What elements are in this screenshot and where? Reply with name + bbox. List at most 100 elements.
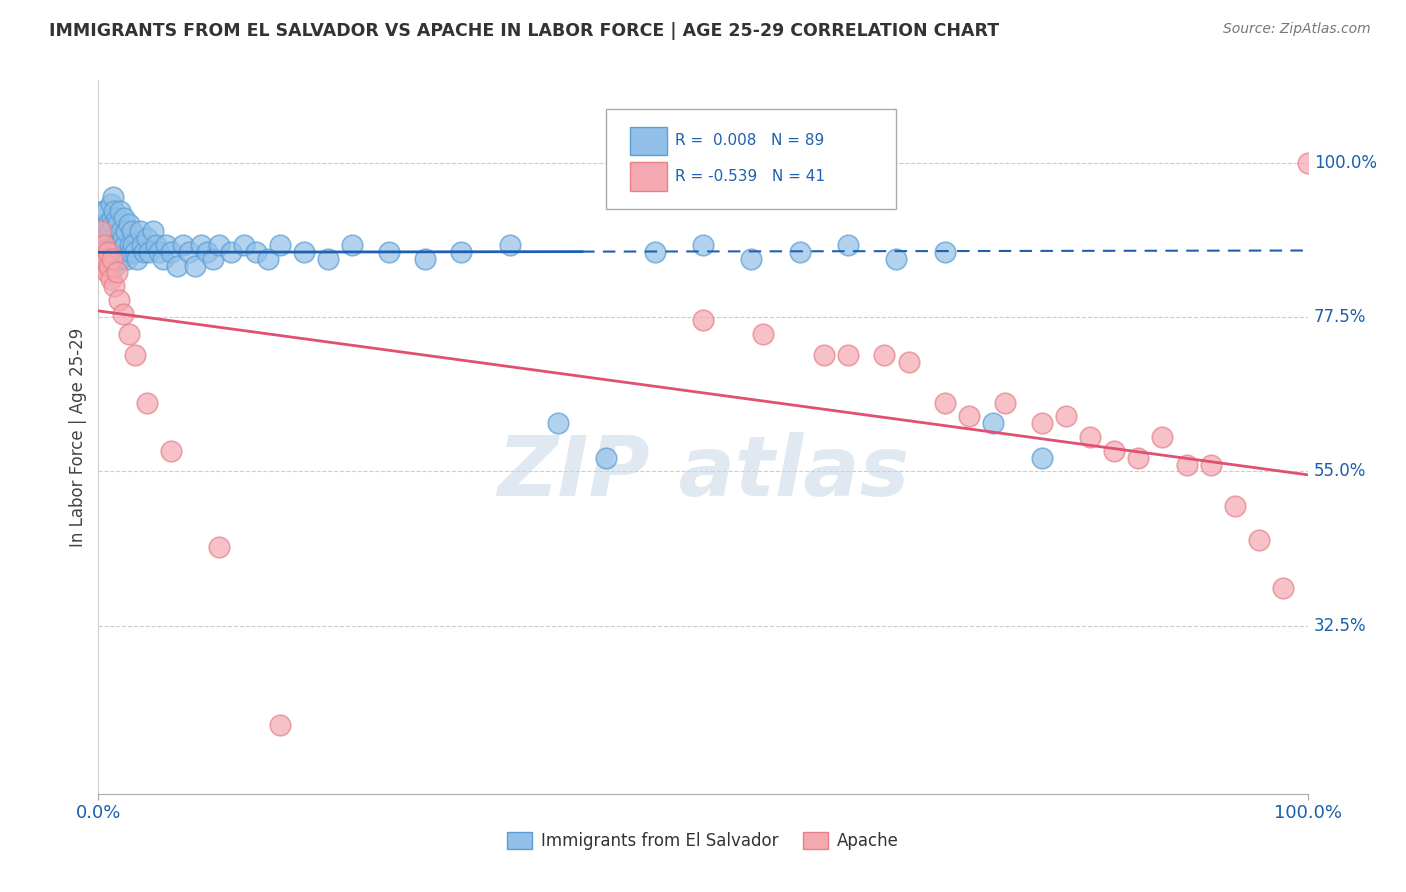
- Point: [957, 409, 980, 424]
- Point: [179, 244, 201, 259]
- Point: [269, 238, 291, 252]
- Point: [184, 259, 207, 273]
- Point: [100, 196, 122, 211]
- Point: [752, 327, 775, 342]
- Point: [813, 348, 835, 362]
- Point: [994, 396, 1017, 410]
- Point: [90, 238, 112, 252]
- Point: [245, 244, 267, 259]
- Point: [108, 238, 131, 252]
- Point: [316, 252, 339, 266]
- Point: [377, 244, 399, 259]
- Point: [692, 238, 714, 252]
- Point: [91, 203, 114, 218]
- Point: [101, 218, 124, 232]
- Text: Source: ZipAtlas.com: Source: ZipAtlas.com: [1223, 22, 1371, 37]
- Point: [90, 224, 112, 238]
- Bar: [630, 162, 666, 191]
- Point: [115, 224, 138, 238]
- Point: [104, 231, 127, 245]
- Point: [1128, 450, 1150, 465]
- Point: [121, 224, 143, 238]
- Point: [124, 348, 146, 362]
- Point: [202, 252, 225, 266]
- Point: [111, 307, 134, 321]
- Point: [1223, 499, 1246, 513]
- Point: [108, 203, 131, 218]
- Text: 77.5%: 77.5%: [1313, 308, 1367, 326]
- Point: [93, 218, 115, 232]
- Text: IMMIGRANTS FROM EL SALVADOR VS APACHE IN LABOR FORCE | AGE 25-29 CORRELATION CHA: IMMIGRANTS FROM EL SALVADOR VS APACHE IN…: [49, 22, 1000, 40]
- Point: [98, 224, 121, 238]
- Point: [94, 252, 117, 266]
- Point: [547, 417, 569, 431]
- Point: [101, 190, 124, 204]
- Point: [595, 450, 617, 465]
- Point: [127, 252, 149, 266]
- Point: [120, 244, 142, 259]
- Text: 55.0%: 55.0%: [1313, 462, 1367, 481]
- FancyBboxPatch shape: [606, 109, 897, 209]
- Point: [97, 244, 120, 259]
- Point: [195, 244, 218, 259]
- Point: [789, 244, 811, 259]
- Point: [1102, 443, 1125, 458]
- Point: [131, 238, 153, 252]
- Point: [1199, 458, 1222, 472]
- Point: [105, 265, 128, 279]
- Point: [413, 252, 436, 266]
- Point: [93, 244, 115, 259]
- Bar: [630, 127, 666, 155]
- Point: [91, 244, 114, 259]
- Point: [100, 224, 122, 238]
- Point: [105, 238, 128, 252]
- Point: [128, 224, 150, 238]
- Point: [142, 224, 165, 238]
- Point: [145, 238, 167, 252]
- Point: [96, 259, 118, 273]
- Point: [232, 238, 254, 252]
- Point: [256, 252, 278, 266]
- Point: [269, 718, 291, 732]
- Point: [94, 203, 117, 218]
- Point: [1296, 155, 1319, 169]
- Point: [692, 313, 714, 327]
- Point: [152, 252, 174, 266]
- Point: [100, 252, 122, 266]
- Point: [1054, 409, 1077, 424]
- Point: [114, 238, 136, 252]
- Point: [981, 417, 1004, 431]
- Point: [172, 238, 194, 252]
- Point: [208, 238, 231, 252]
- Point: [107, 252, 129, 266]
- Point: [105, 211, 128, 225]
- Point: [1249, 533, 1271, 547]
- Point: [103, 279, 125, 293]
- Point: [103, 244, 125, 259]
- Point: [873, 348, 896, 362]
- Point: [100, 238, 122, 252]
- Point: [91, 259, 114, 273]
- Point: [108, 244, 131, 259]
- Legend: Immigrants from El Salvador, Apache: Immigrants from El Salvador, Apache: [501, 825, 905, 857]
- Point: [135, 231, 157, 245]
- Point: [148, 244, 170, 259]
- Text: R =  0.008   N = 89: R = 0.008 N = 89: [675, 134, 824, 148]
- Point: [134, 244, 156, 259]
- Y-axis label: In Labor Force | Age 25-29: In Labor Force | Age 25-29: [69, 327, 87, 547]
- Point: [934, 396, 956, 410]
- Point: [124, 244, 146, 259]
- Point: [498, 238, 520, 252]
- Point: [837, 348, 859, 362]
- Point: [108, 231, 131, 245]
- Point: [96, 265, 118, 279]
- Point: [1031, 417, 1053, 431]
- Point: [118, 238, 141, 252]
- Text: ZIP atlas: ZIP atlas: [496, 433, 910, 513]
- Point: [450, 244, 472, 259]
- Point: [160, 244, 183, 259]
- Point: [91, 252, 114, 266]
- Point: [108, 293, 131, 307]
- Point: [93, 238, 115, 252]
- Point: [1031, 450, 1053, 465]
